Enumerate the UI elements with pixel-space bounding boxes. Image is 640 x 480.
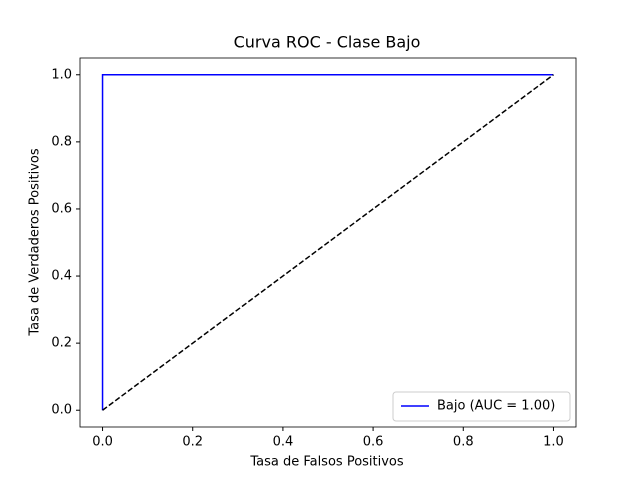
y-tick-label: 0.8	[51, 134, 72, 149]
x-tick-label: 0.4	[273, 435, 294, 450]
x-tick-label: 0.8	[453, 435, 474, 450]
y-tick-label: 0.6	[51, 201, 72, 216]
x-tick-label: 0.0	[92, 435, 113, 450]
series-line	[102, 74, 554, 411]
series-line	[101, 74, 554, 411]
y-tick-label: 0.2	[51, 336, 72, 351]
y-tick-label: 0.0	[51, 403, 72, 418]
legend-box	[392, 391, 571, 422]
x-axis-label: Tasa de Falsos Positivos	[249, 455, 404, 470]
x-tick-label: 1.0	[543, 435, 564, 450]
x-tick-label: 0.6	[363, 435, 384, 450]
y-tick-label: 1.0	[51, 67, 72, 82]
y-axis-label: Tasa de Verdaderos Positivos	[28, 148, 43, 336]
y-tick-label: 0.4	[51, 269, 72, 284]
legend-label: Bajo (AUC = 1.00)	[437, 399, 555, 414]
chart-title: Curva ROC - Clase Bajo	[234, 33, 421, 52]
x-tick-label: 0.2	[182, 435, 203, 450]
axes-frame	[79, 57, 577, 428]
